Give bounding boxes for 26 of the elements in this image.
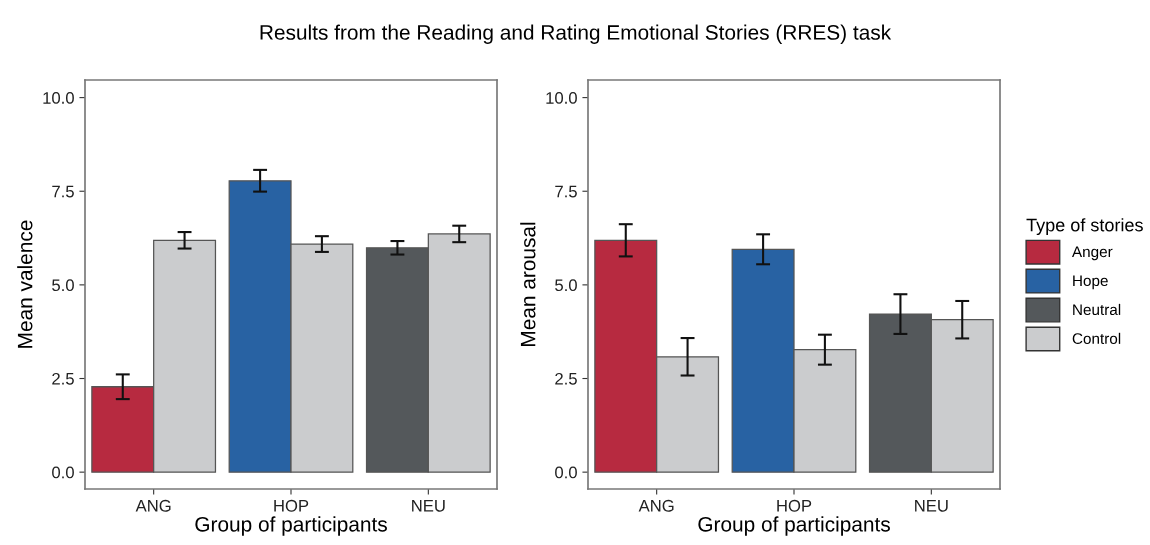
legend-label: Neutral <box>1073 303 1121 316</box>
x-axis-title: Group of participants <box>195 516 387 536</box>
legend-label: Hope <box>1073 275 1108 290</box>
y-tick-label: 7.5 <box>52 185 74 198</box>
x-tick-label: HOP <box>274 499 309 512</box>
legend-label: Anger <box>1071 246 1113 261</box>
y-tick-label: 2.5 <box>555 372 577 385</box>
y-axis-title: Mean arousal <box>520 222 536 346</box>
y-tick-label: 0.0 <box>52 466 74 479</box>
text: Results from the Reading and Rating Emotional Stories (RRES) task <box>260 24 892 44</box>
y-tick-label: 5.0 <box>52 279 74 292</box>
legend-title: Type of stories <box>1026 218 1143 236</box>
y-tick-label: 10.0 <box>546 92 577 104</box>
x-tick-label: ANG <box>135 499 171 512</box>
x-tick-label: NEU <box>412 500 445 512</box>
legend-label: Control <box>1072 332 1121 345</box>
x-tick-label: ANG <box>638 499 674 512</box>
y-tick-label: 10.0 <box>43 92 74 104</box>
y-tick-label: 0.0 <box>555 466 577 479</box>
x-tick-label: HOP <box>777 499 812 512</box>
y-axis-title: Mean valence <box>17 220 33 348</box>
x-axis-title: Group of participants <box>698 516 890 536</box>
y-tick-label: 5.0 <box>555 279 577 292</box>
y-tick-label: 7.5 <box>555 185 577 198</box>
x-tick-label: NEU <box>915 500 948 512</box>
y-tick-label: 2.5 <box>52 372 74 385</box>
